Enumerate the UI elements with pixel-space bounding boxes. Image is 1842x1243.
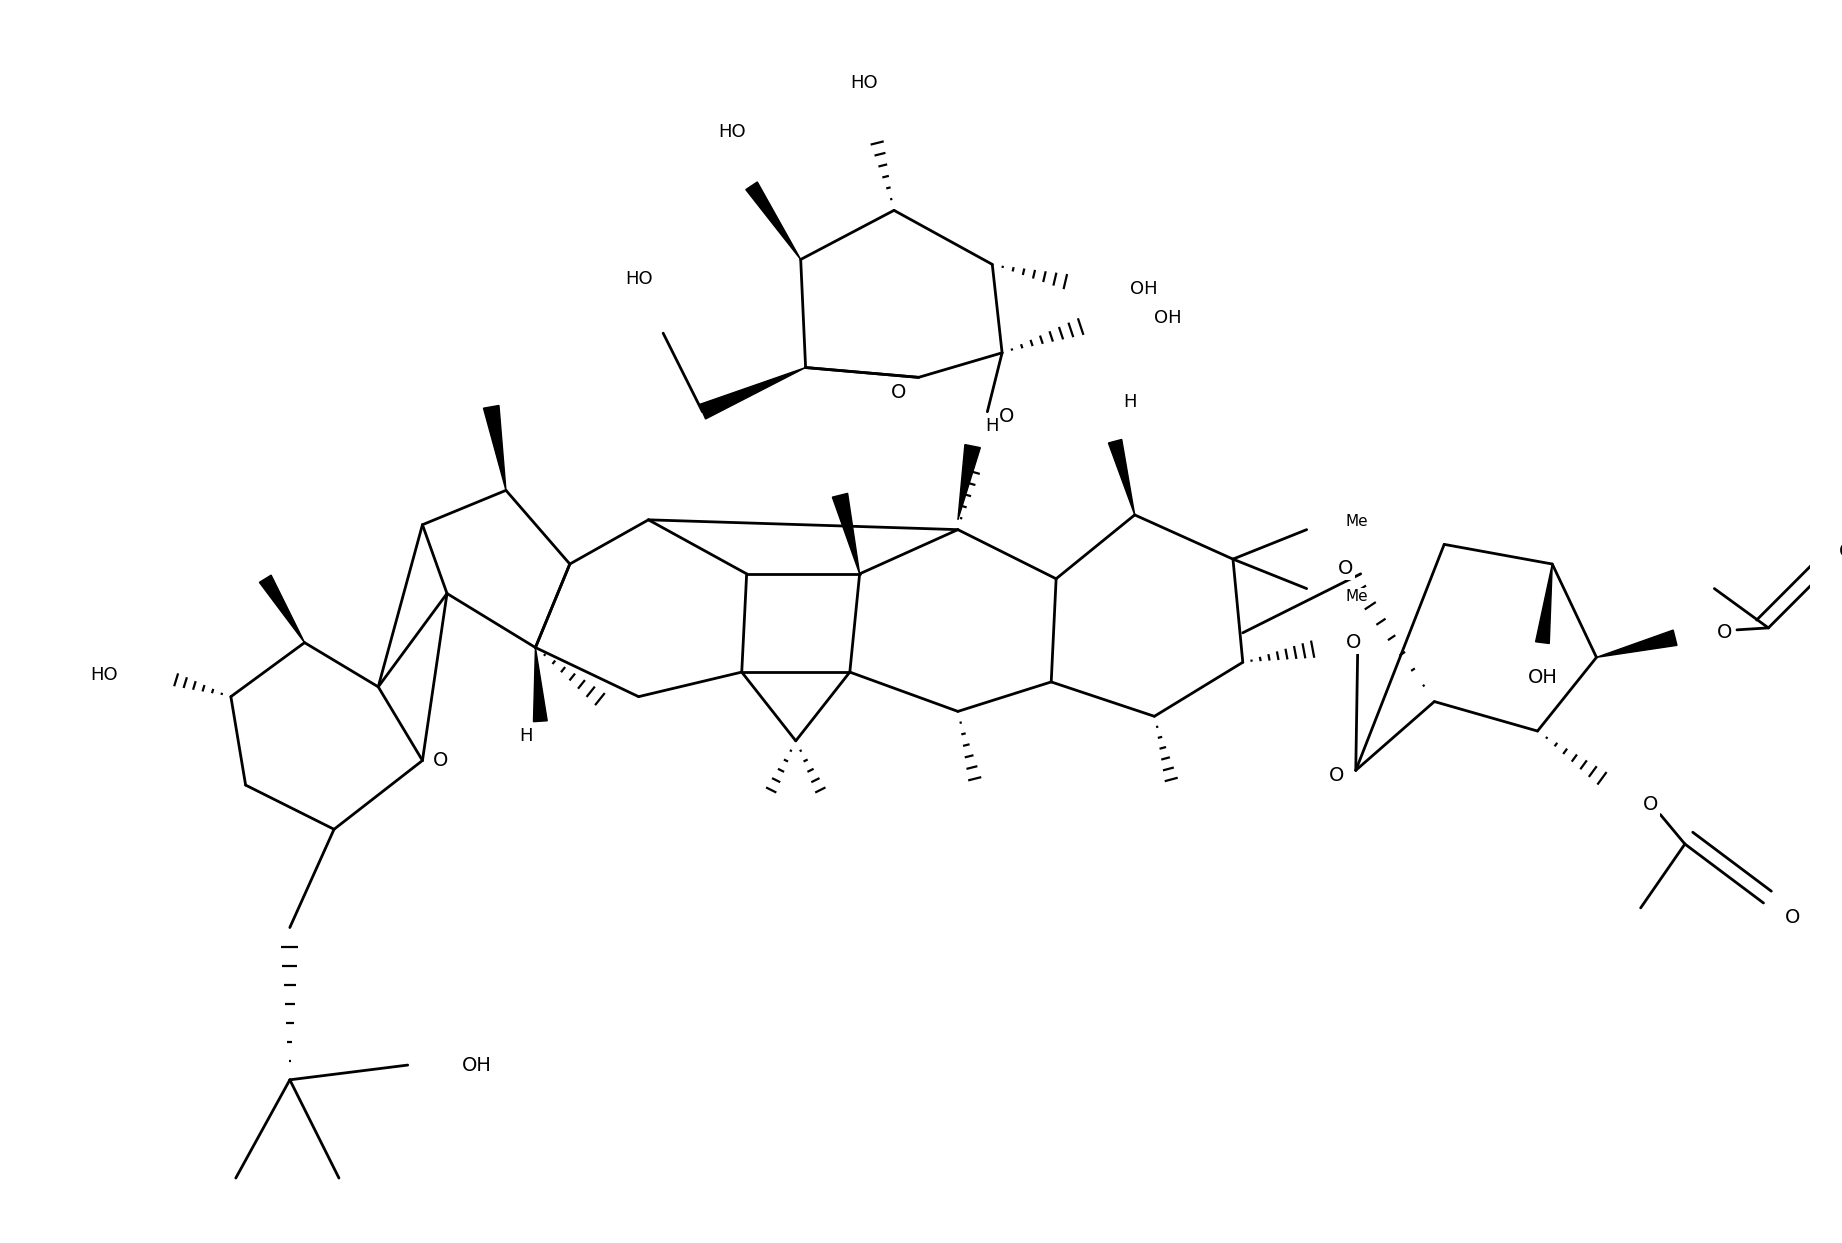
Text: O: O: [1643, 796, 1658, 814]
Text: OH: OH: [1527, 667, 1556, 686]
Polygon shape: [483, 405, 507, 490]
Text: HO: HO: [718, 123, 746, 140]
Text: O: O: [1840, 542, 1842, 561]
Polygon shape: [1109, 440, 1135, 515]
Text: HO: HO: [851, 73, 879, 92]
Text: OH: OH: [462, 1055, 492, 1074]
Text: O: O: [1000, 408, 1015, 426]
Text: O: O: [1328, 766, 1345, 784]
Text: O: O: [1347, 633, 1361, 653]
Polygon shape: [534, 648, 547, 722]
Text: H: H: [1124, 393, 1137, 411]
Text: H: H: [985, 418, 998, 435]
Text: O: O: [892, 383, 906, 401]
Text: H: H: [519, 727, 532, 745]
Polygon shape: [700, 368, 805, 419]
Text: OH: OH: [1129, 280, 1157, 298]
Polygon shape: [260, 576, 304, 643]
Text: O: O: [1717, 623, 1731, 643]
Text: O: O: [1339, 559, 1354, 578]
Text: HO: HO: [90, 666, 118, 684]
Text: HO: HO: [624, 270, 652, 288]
Text: O: O: [433, 751, 448, 769]
Polygon shape: [958, 445, 980, 520]
Text: OH: OH: [1155, 310, 1183, 327]
Polygon shape: [1597, 630, 1676, 658]
Polygon shape: [833, 493, 860, 574]
Polygon shape: [1536, 564, 1553, 644]
Polygon shape: [746, 181, 801, 260]
Text: Me: Me: [1347, 515, 1369, 530]
Text: Me: Me: [1347, 589, 1369, 604]
Text: O: O: [1785, 909, 1801, 927]
